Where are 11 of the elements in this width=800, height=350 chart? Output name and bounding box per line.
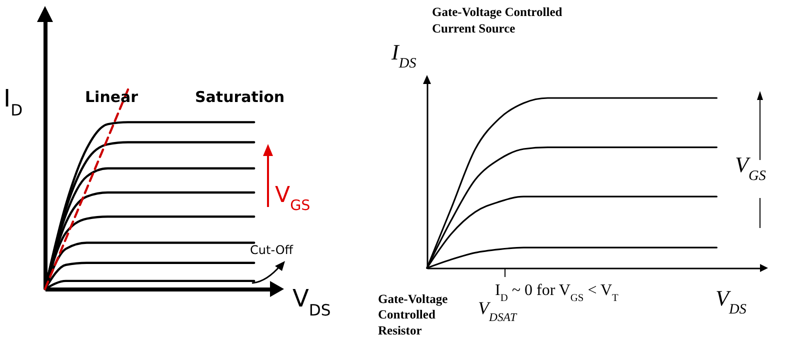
annotation: Saturation [195, 88, 285, 106]
annotation: V$_{GS}$ [275, 183, 310, 214]
annotation: V$_{GS}$ [735, 152, 766, 184]
annotation: Cut-Off [250, 243, 294, 257]
x-axis-title: V$_{DS}$ [716, 286, 746, 318]
x-axis-title: V$_{DS}$ [292, 284, 331, 320]
chart-title: Gate-Voltage Controlled Current Source [432, 5, 562, 36]
y-axis-title: I$_{DS}$ [390, 40, 416, 72]
text: Gate-Voltage Controlled Resistor [378, 292, 448, 338]
y-axis-title: I$_{D}$ [4, 84, 23, 120]
annotation: Linear [85, 88, 139, 106]
